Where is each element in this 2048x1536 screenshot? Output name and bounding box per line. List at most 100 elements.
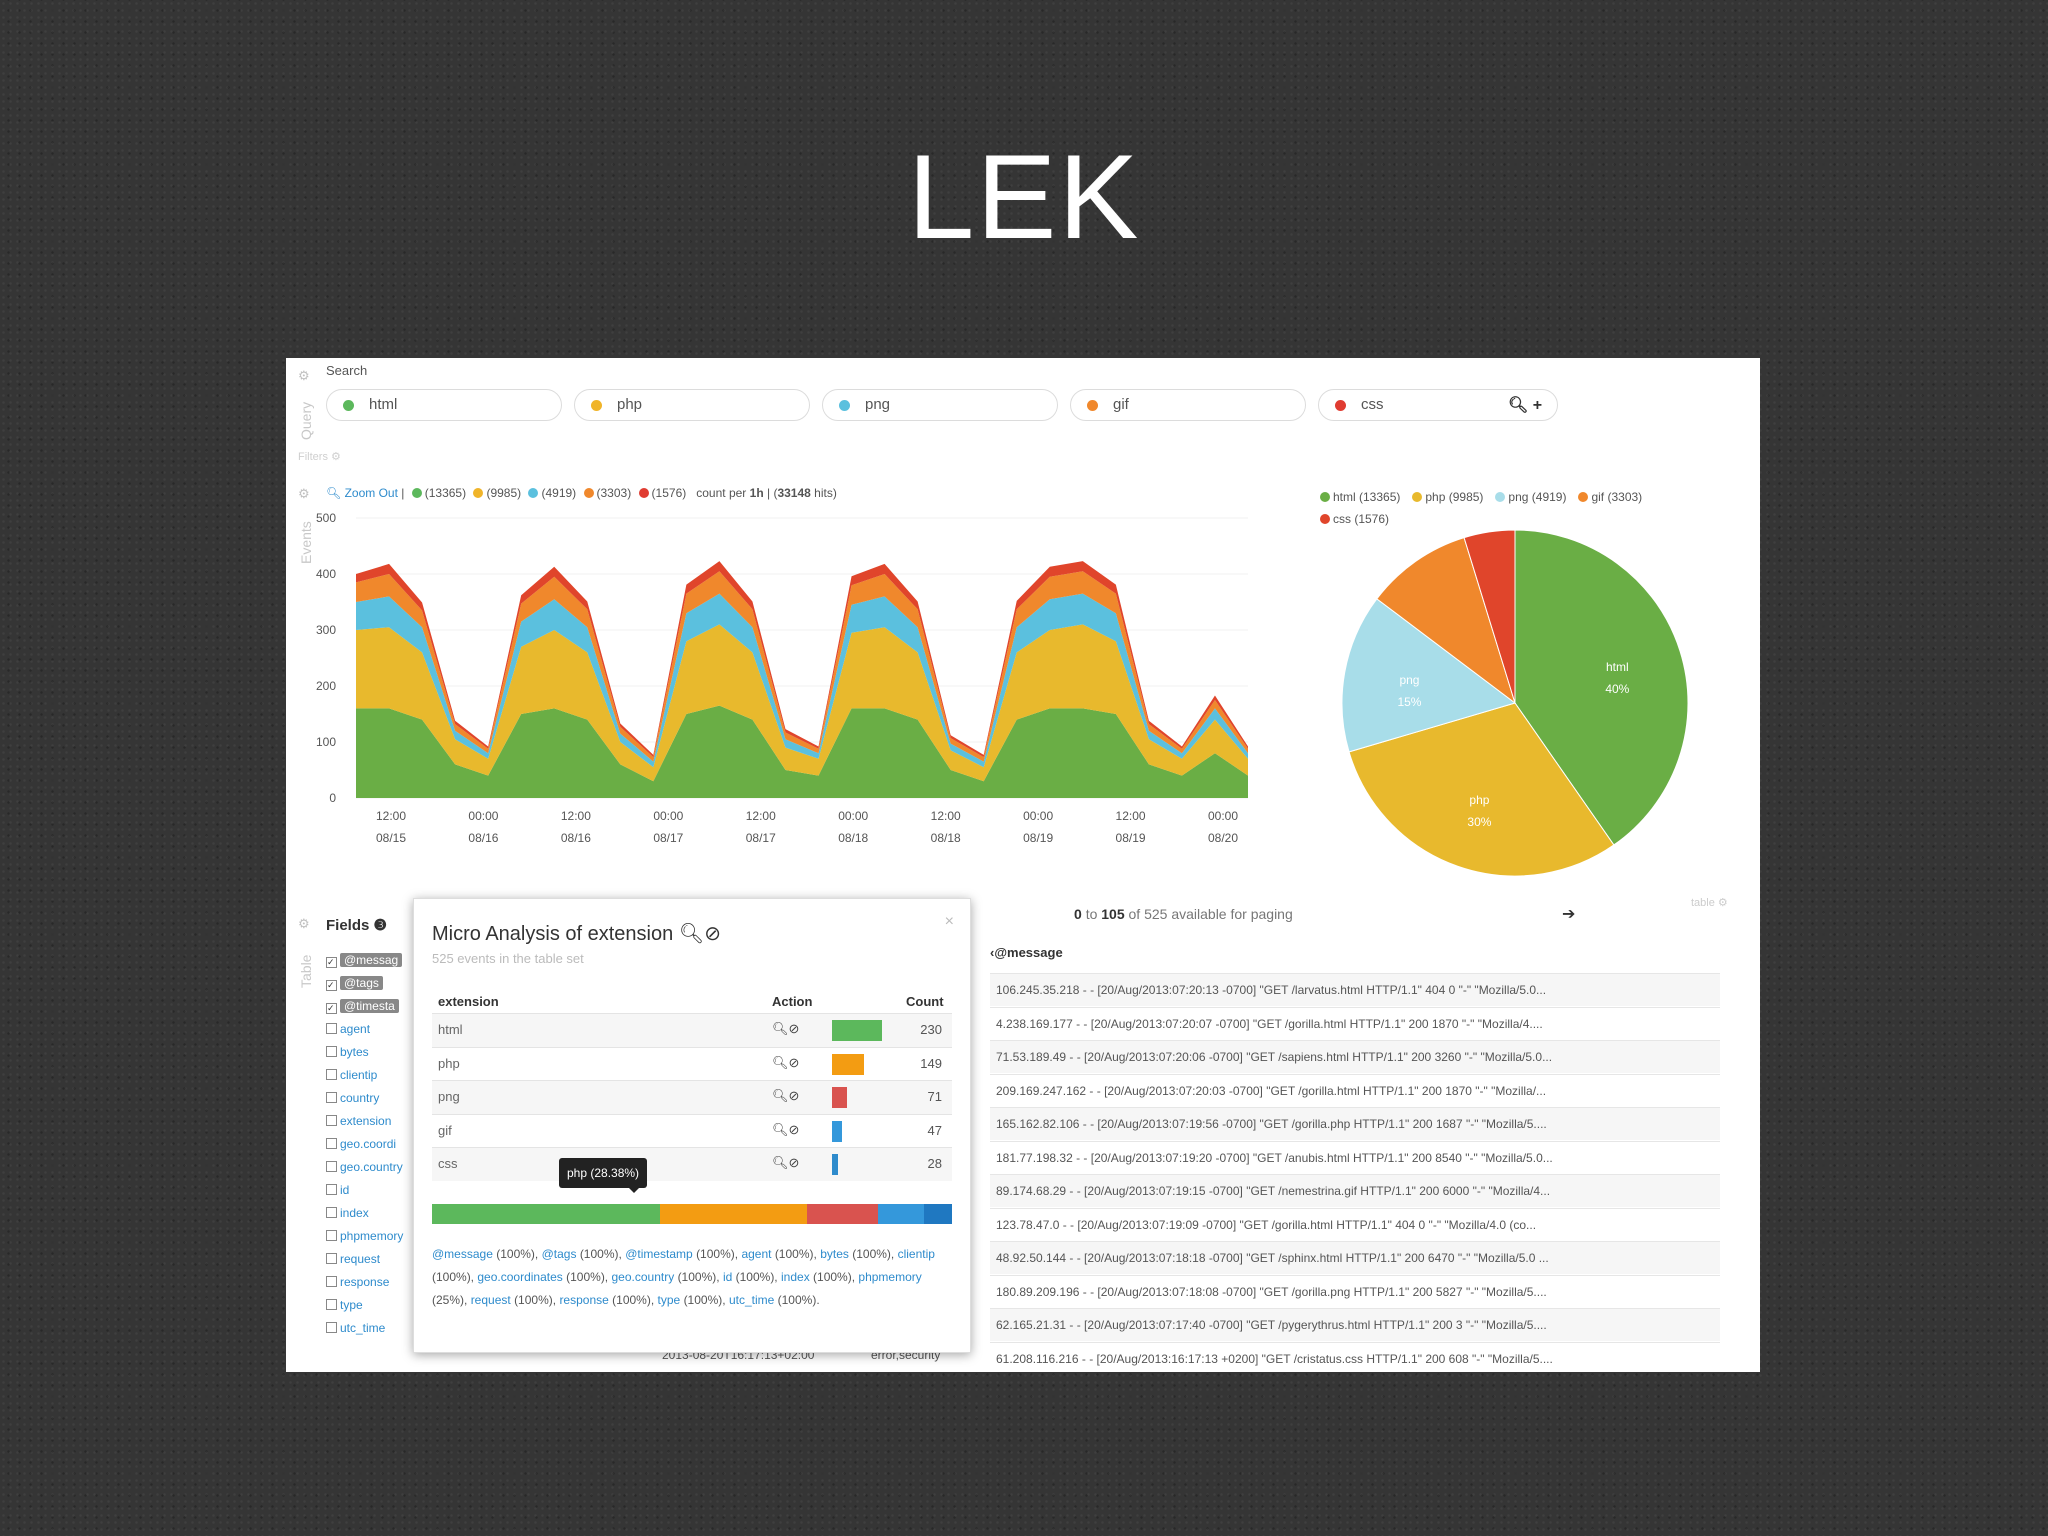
query-color-dot[interactable] [591, 400, 602, 411]
query-color-dot[interactable] [1087, 400, 1098, 411]
micro-field-link[interactable]: phpmemory [858, 1270, 922, 1284]
table-row[interactable]: 71.53.189.49 - - [20/Aug/2013:07:20:06 -… [990, 1040, 1720, 1073]
table-gear2-icon[interactable]: ⚙ [1717, 897, 1728, 909]
pie-slice-png[interactable] [1341, 598, 1517, 753]
field-item[interactable]: utc_time [326, 1321, 385, 1335]
micro-field-link[interactable]: response [559, 1293, 609, 1307]
query-term-php[interactable]: php [574, 389, 810, 421]
pie-slice-gif[interactable] [1376, 537, 1516, 705]
table-row[interactable]: 62.165.21.31 - - [20/Aug/2013:07:17:40 -… [990, 1308, 1720, 1341]
area-series-gif[interactable] [356, 571, 1248, 762]
stack-segment-html[interactable] [432, 1204, 660, 1224]
query-term-html[interactable]: html [326, 389, 562, 421]
field-item[interactable]: ✓ @timesta [326, 999, 399, 1014]
field-item[interactable]: geo.coordi [326, 1137, 396, 1151]
add-query-icon[interactable]: + [1532, 397, 1543, 414]
field-item[interactable]: extension [326, 1114, 391, 1128]
field-checkbox[interactable] [326, 1138, 337, 1149]
micro-field-link[interactable]: @message [432, 1247, 493, 1261]
field-item[interactable]: ✓ @tags [326, 976, 383, 991]
field-item[interactable]: id [326, 1183, 349, 1197]
micro-search-icon[interactable]: 🔍︎ [678, 923, 705, 945]
field-checkbox[interactable]: ✓ [326, 1003, 337, 1014]
table-row[interactable]: 89.174.68.29 - - [20/Aug/2013:07:19:15 -… [990, 1174, 1720, 1207]
table-row[interactable]: 61.208.116.216 - - [20/Aug/2013:16:17:13… [990, 1341, 1720, 1373]
stack-segment-gif[interactable] [877, 1204, 925, 1224]
query-color-dot[interactable] [1335, 400, 1346, 411]
query-term-png[interactable]: png [822, 389, 1058, 421]
field-checkbox[interactable] [326, 1299, 337, 1310]
micro-field-link[interactable]: index [781, 1270, 810, 1284]
filter-exclude-icon[interactable]: ⊘ [788, 1054, 800, 1070]
field-checkbox[interactable] [326, 1161, 337, 1172]
filter-exclude-icon[interactable]: ⊘ [788, 1088, 800, 1103]
pie-chart[interactable]: html 40% php 30% png 15% [1336, 523, 1736, 923]
filter-exclude-icon[interactable]: ⊘ [788, 1021, 800, 1036]
filter-include-icon[interactable]: 🔍︎ [772, 1121, 789, 1137]
stack-segment-css[interactable] [924, 1204, 952, 1224]
field-item[interactable]: agent [326, 1022, 370, 1036]
table-row[interactable]: 48.92.50.144 - - [20/Aug/2013:07:18:18 -… [990, 1241, 1720, 1274]
filter-include-icon[interactable]: 🔍︎ [772, 1155, 789, 1170]
area-series-png[interactable] [356, 593, 1248, 768]
field-item[interactable]: clientip [326, 1068, 377, 1082]
field-item[interactable]: type [326, 1298, 363, 1312]
field-item[interactable]: ✓ @messag [326, 953, 403, 968]
pie-legend-item[interactable]: html (13365) [1316, 490, 1400, 504]
query-term-css[interactable]: css [1318, 389, 1558, 421]
query-term-gif[interactable]: gif [1070, 389, 1306, 421]
table-row[interactable]: 181.77.198.32 - - [20/Aug/2013:07:19:20 … [990, 1140, 1720, 1174]
field-checkbox[interactable] [326, 1184, 337, 1195]
micro-field-link[interactable]: geo.country [611, 1270, 675, 1284]
filter-exclude-icon[interactable]: ⊘ [788, 1155, 800, 1170]
next-page-arrow-icon[interactable]: ➔ [1562, 906, 1576, 923]
fields-toggle-icon[interactable]: ❸ [373, 917, 387, 934]
table-row[interactable]: 209.169.247.162 - - [20/Aug/2013:07:20:0… [990, 1073, 1720, 1107]
micro-field-link[interactable]: utc_time [728, 1293, 775, 1307]
query-color-dot[interactable] [343, 400, 354, 411]
field-checkbox[interactable]: ✓ [326, 980, 337, 991]
field-item[interactable]: phpmemory [326, 1229, 403, 1243]
filter-include-icon[interactable]: 🔍︎ [772, 1021, 789, 1036]
field-checkbox[interactable] [326, 1253, 337, 1264]
field-item[interactable]: index [326, 1206, 369, 1220]
pie-slice-css[interactable] [1463, 529, 1516, 704]
micro-field-link[interactable]: geo.coordinates [477, 1270, 563, 1284]
pie-legend-item[interactable]: png (4919) [1491, 490, 1566, 504]
table-row[interactable]: 106.245.35.218 - - [20/Aug/2013:07:20:13… [990, 973, 1720, 1006]
micro-field-link[interactable]: request [470, 1293, 511, 1307]
micro-field-link[interactable]: id [722, 1270, 733, 1284]
table-row[interactable]: 180.89.209.196 - - [20/Aug/2013:07:18:08… [990, 1274, 1720, 1308]
pie-legend-item[interactable]: php (9985) [1408, 490, 1483, 504]
pie-slice-php[interactable] [1348, 702, 1615, 877]
micro-field-link[interactable]: agent [741, 1247, 772, 1261]
field-checkbox[interactable]: ✓ [326, 957, 337, 968]
field-checkbox[interactable] [326, 1023, 337, 1034]
table-gear-icon[interactable]: ⚙ [298, 916, 310, 931]
micro-ban-icon[interactable]: ⊘ [704, 923, 721, 945]
filter-include-icon[interactable]: 🔍︎ [772, 1054, 789, 1070]
stack-segment-php[interactable] [659, 1204, 808, 1224]
filter-include-icon[interactable]: 🔍︎ [772, 1088, 789, 1103]
micro-field-link[interactable]: @timestamp [625, 1247, 693, 1261]
filters-toggle[interactable]: Filters ⚙ [298, 450, 341, 463]
message-column-header[interactable]: ‹@message [990, 945, 1063, 960]
field-item[interactable]: request [326, 1252, 380, 1266]
micro-field-link[interactable]: bytes [820, 1247, 849, 1261]
table-row[interactable]: 4.238.169.177 - - [20/Aug/2013:07:20:07 … [990, 1006, 1720, 1040]
close-icon[interactable]: × [944, 913, 954, 930]
query-color-dot[interactable] [839, 400, 850, 411]
field-checkbox[interactable] [326, 1115, 337, 1126]
pie-legend-item[interactable]: gif (3303) [1574, 490, 1642, 504]
histogram-chart[interactable]: 0 100 200 300 400 500 12:00 08/15 00:00 08/16 12:0… [286, 508, 1266, 868]
field-item[interactable]: geo.country [326, 1160, 403, 1174]
field-checkbox[interactable] [326, 1069, 337, 1080]
field-checkbox[interactable] [326, 1276, 337, 1287]
micro-field-link[interactable]: type [657, 1293, 681, 1307]
query-gear-icon[interactable]: ⚙ [298, 368, 310, 383]
table-row[interactable]: 123.78.47.0 - - [20/Aug/2013:07:19:09 -0… [990, 1207, 1720, 1241]
events-gear-icon[interactable]: ⚙ [298, 486, 310, 501]
field-checkbox[interactable] [326, 1046, 337, 1057]
field-item[interactable]: response [326, 1275, 389, 1289]
field-item[interactable]: country [326, 1091, 379, 1105]
